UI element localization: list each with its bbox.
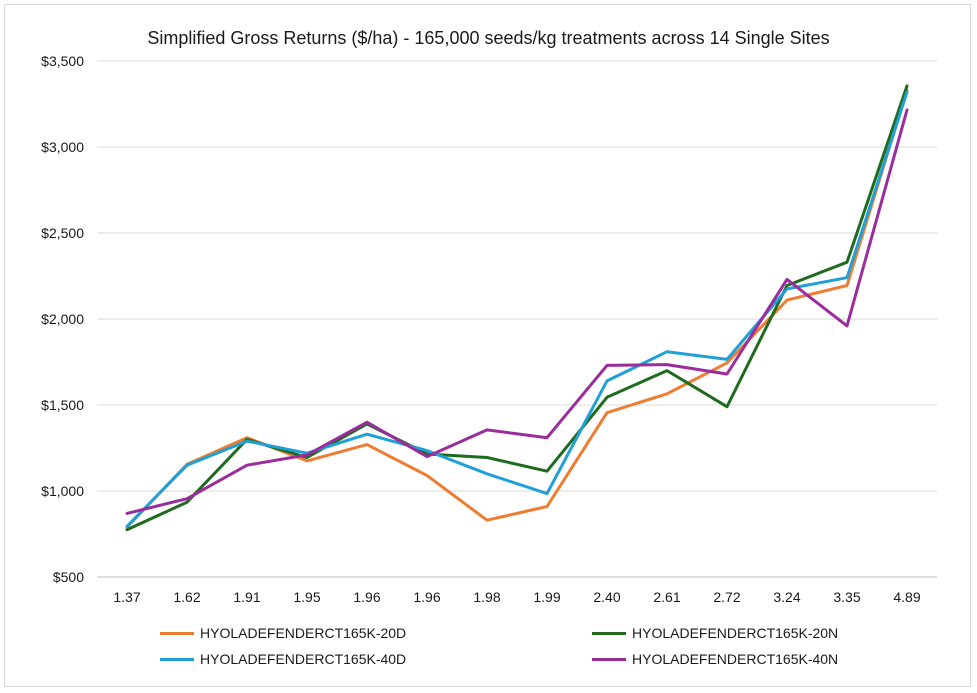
x-tick-label: 1.37 [113,589,140,605]
legend-label-2: HYOLADEFENDERCT165K-40D [200,651,407,667]
gridlines [97,60,937,578]
y-tick-label: $1,000 [41,483,84,499]
legend-item-2: HYOLADEFENDERCT165K-40D [160,651,406,667]
legend-swatch-3 [592,657,626,661]
legend-item-1: HYOLADEFENDERCT165K-20N [592,625,838,641]
x-tick-label: 1.91 [233,589,260,605]
x-tick-label: 1.96 [353,589,380,605]
legend-label-1: HYOLADEFENDERCT165K-20N [632,625,839,641]
legend-label-3: HYOLADEFENDERCT165K-40N [632,651,839,667]
chart-frame [4,4,971,687]
x-tick-label: 2.61 [653,589,680,605]
y-tick-label: $500 [53,569,84,585]
x-tick-label: 1.96 [413,589,440,605]
x-tick-label: 2.40 [593,589,620,605]
x-tick-label: 1.62 [173,589,200,605]
x-tick-label: 4.89 [893,589,920,605]
chart-title: Simplified Gross Returns ($/ha) - 165,00… [147,28,830,48]
y-axis-tick-labels: $500 $1,000 $1,500 $2,000 $2,500 $3,000 $3,500 [41,53,84,585]
legend-item-3: HYOLADEFENDERCT165K-40N [592,651,838,667]
x-tick-label: 1.95 [293,589,320,605]
x-tick-label: 1.99 [533,589,560,605]
y-tick-label: $2,000 [41,311,84,327]
x-tick-label: 2.72 [713,589,740,605]
y-tick-label: $3,500 [41,53,84,69]
series-line-2 [125,90,909,528]
series-line-1 [125,84,909,532]
y-tick-label: $2,500 [41,225,84,241]
series-line-3 [125,108,909,515]
legend-swatch-2 [160,657,194,661]
y-tick-label: $3,000 [41,139,84,155]
legend-swatch-0 [160,631,194,635]
series-line-0 [125,88,909,529]
series-lines [125,84,909,532]
x-tick-label: 3.35 [833,589,860,605]
x-tick-label: 3.24 [773,589,800,605]
y-tick-label: $1,500 [41,397,84,413]
x-tick-label: 1.98 [473,589,500,605]
legend-item-0: HYOLADEFENDERCT165K-20D [160,625,406,641]
legend-label-0: HYOLADEFENDERCT165K-20D [200,625,407,641]
x-axis-tick-labels: 1.37 1.62 1.91 1.95 1.96 1.96 1.98 1.99 2.40 2.61… [113,589,920,605]
legend-swatch-1 [592,631,626,635]
